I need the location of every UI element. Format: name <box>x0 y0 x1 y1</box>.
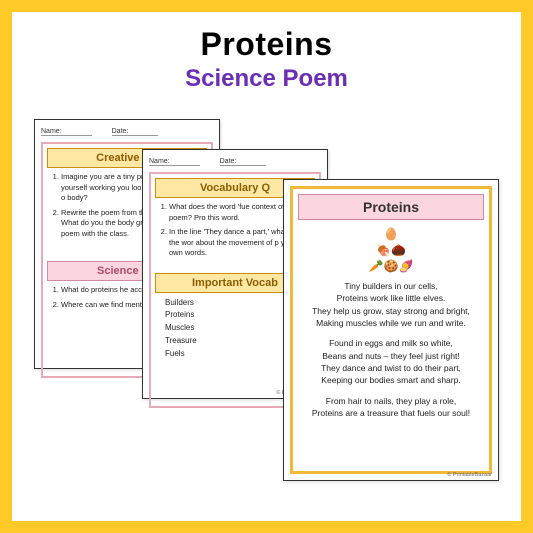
poem-stanza: Found in eggs and milk so white, Beans a… <box>304 337 478 386</box>
name-label: Name: <box>149 158 200 166</box>
page-subtitle: Science Poem <box>12 65 521 93</box>
food-pyramid-icon: 🥚 🍖🌰 🥕🍪🍠 <box>298 226 484 274</box>
worksheet-stage: Name: Date: Creative Qu Imagine you are … <box>12 101 521 511</box>
name-label: Name: <box>41 128 92 136</box>
header: Proteins Science Poem <box>12 12 521 101</box>
worksheet-poem: Proteins 🥚 🍖🌰 🥕🍪🍠 Tiny builders in our c… <box>283 179 499 481</box>
copyright: © PrintableBazaar <box>447 472 492 478</box>
poem-stanza: Tiny builders in our cells, Proteins wor… <box>304 280 478 329</box>
date-label: Date: <box>220 158 267 166</box>
poem-stanza: From hair to nails, they play a role, Pr… <box>304 395 478 420</box>
date-label: Date: <box>112 128 159 136</box>
page-title: Proteins <box>12 26 521 63</box>
poem-body: Tiny builders in our cells, Proteins wor… <box>298 280 484 419</box>
poem-title: Proteins <box>298 194 484 220</box>
